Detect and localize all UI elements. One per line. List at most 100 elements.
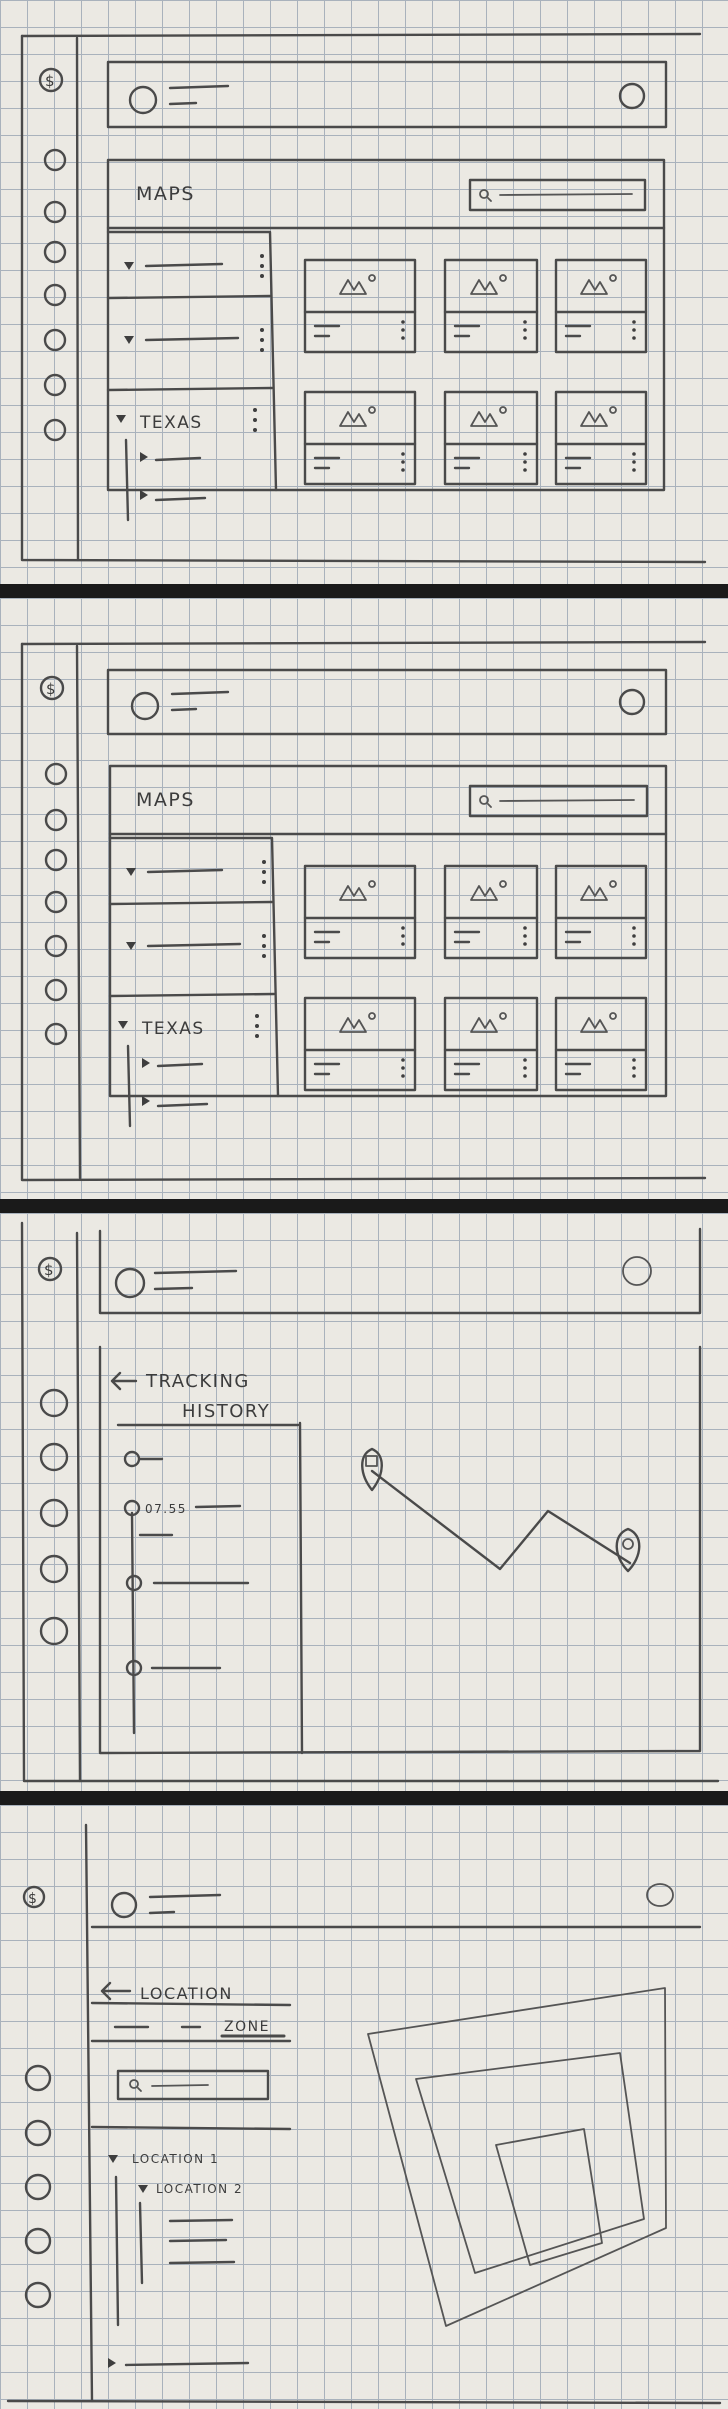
title-line-1: TRACKING — [145, 1371, 250, 1392]
map-pin-icon[interactable] — [361, 1447, 383, 1492]
nav-icon-7[interactable] — [43, 418, 67, 442]
search-input[interactable] — [468, 178, 647, 212]
search-divider — [90, 2125, 292, 2131]
folder-item[interactable] — [124, 254, 264, 278]
map-tile[interactable] — [554, 864, 648, 960]
logo-icon[interactable]: $ — [39, 675, 65, 701]
folder-item-texas[interactable]: TEXAS — [116, 408, 257, 522]
timeline-entry-selected[interactable]: 07.55 — [123, 1499, 242, 1537]
nav-icon-6[interactable] — [43, 373, 67, 397]
folder-item[interactable] — [126, 934, 266, 958]
nav-icon-4[interactable] — [24, 2227, 52, 2255]
back-button[interactable] — [100, 1981, 132, 2001]
magnifier-icon — [479, 795, 489, 805]
vertical-dots-icon[interactable] — [523, 452, 527, 472]
vertical-dots-icon[interactable] — [632, 452, 636, 472]
nav-icon-2[interactable] — [39, 1442, 69, 1472]
tree-item-location-2[interactable]: LOCATION 2 — [138, 2182, 243, 2196]
vertical-dots-icon[interactable] — [632, 926, 636, 946]
settings-circle-icon[interactable] — [618, 82, 646, 110]
nav-icon-5[interactable] — [39, 1616, 69, 1646]
nav-icon-4[interactable] — [43, 283, 67, 307]
tree-item-collapsed[interactable] — [108, 2358, 250, 2368]
nav-icon-3[interactable] — [39, 1498, 69, 1528]
folder-item[interactable] — [126, 860, 266, 884]
sketch-location-zone-drawing: $ LOCATION ZONE LOCATION 1 LOCATION 2 — [6, 1823, 722, 2405]
search-input[interactable] — [116, 2069, 270, 2101]
map-tile[interactable] — [554, 390, 648, 486]
map-tile[interactable] — [303, 258, 417, 354]
nav-icon-1[interactable] — [43, 148, 67, 172]
map-pin-icon[interactable] — [615, 1527, 641, 1573]
triangle-caret-icon — [108, 2358, 116, 2368]
vertical-dots-icon[interactable] — [401, 452, 405, 472]
nav-icon-2[interactable] — [24, 2119, 52, 2147]
frame-top — [20, 640, 707, 646]
folder-item[interactable] — [124, 328, 264, 352]
map-tile[interactable] — [554, 996, 648, 1092]
logo-icon[interactable]: $ — [37, 1256, 63, 1282]
zone-polygon-outer — [367, 1987, 667, 2327]
user-avatar-icon[interactable] — [114, 1267, 146, 1299]
timeline-entry[interactable] — [125, 1574, 250, 1592]
nav-icon-3[interactable] — [24, 2173, 52, 2201]
vertical-dots-icon[interactable] — [523, 926, 527, 946]
map-tile[interactable] — [303, 996, 417, 1092]
logo-icon[interactable]: $ — [22, 1885, 46, 1909]
nav-icon-5[interactable] — [44, 934, 68, 958]
user-avatar-icon[interactable] — [130, 691, 160, 721]
timeline-entry[interactable] — [125, 1659, 222, 1677]
nav-icon-4[interactable] — [39, 1554, 69, 1584]
nav-icon-2[interactable] — [44, 808, 68, 832]
nav-icon-2[interactable] — [43, 200, 67, 224]
map-tile[interactable] — [303, 390, 417, 486]
map-tile[interactable] — [443, 258, 539, 354]
location-title: LOCATION — [140, 1984, 233, 2003]
triangle-caret-icon — [138, 2185, 148, 2193]
settings-circle-icon[interactable] — [622, 1256, 652, 1286]
user-avatar-icon[interactable] — [110, 1891, 138, 1919]
nav-icon-4[interactable] — [44, 890, 68, 914]
tree-leaf-items[interactable] — [168, 2218, 236, 2265]
map-tile[interactable] — [443, 996, 539, 1092]
vertical-dots-icon[interactable] — [632, 1058, 636, 1078]
nav-icon-7[interactable] — [44, 1022, 68, 1046]
vertical-dots-icon[interactable] — [632, 320, 636, 340]
nav-icon-5[interactable] — [24, 2281, 52, 2309]
header-title-scribble — [168, 84, 230, 106]
user-avatar-icon[interactable] — [128, 85, 158, 115]
vertical-dots-icon[interactable] — [401, 1058, 405, 1078]
header-bar — [106, 60, 668, 129]
nav-icon-6[interactable] — [44, 978, 68, 1002]
search-input[interactable] — [468, 784, 649, 818]
header-title-scribble — [148, 1893, 222, 1915]
settings-circle-icon[interactable] — [618, 688, 646, 716]
nav-icon-5[interactable] — [43, 328, 67, 352]
logo-icon[interactable]: $ — [38, 67, 64, 93]
vertical-dots-icon[interactable] — [523, 1058, 527, 1078]
vertical-dots-icon[interactable] — [523, 320, 527, 340]
nav-icon-3[interactable] — [43, 240, 67, 264]
vertical-dots-icon[interactable] — [401, 320, 405, 340]
folder-item-texas[interactable]: TEXAS — [118, 1014, 259, 1128]
tree-item-location-1[interactable]: LOCATION 1 — [108, 2152, 219, 2166]
nav-icon-1[interactable] — [39, 1388, 69, 1418]
separator — [0, 1199, 728, 1213]
section-title: MAPS — [136, 183, 195, 205]
sketch-maps-list-drawing: $ MAPS TEXAS — [20, 32, 707, 564]
nav-icon-1[interactable] — [44, 762, 68, 786]
timeline-entry[interactable] — [123, 1450, 164, 1468]
back-button[interactable] — [110, 1371, 138, 1391]
map-tile[interactable] — [554, 258, 648, 354]
tab-zone[interactable]: ZONE — [180, 2019, 286, 2038]
title-underline — [90, 2001, 292, 2007]
settings-circle-icon[interactable] — [646, 1883, 674, 1907]
map-tile[interactable] — [443, 390, 539, 486]
nav-icon-3[interactable] — [44, 848, 68, 872]
vertical-dots-icon[interactable] — [401, 926, 405, 946]
mountain-image-icon — [339, 274, 376, 295]
timeline-line — [130, 1511, 136, 1735]
map-tile[interactable] — [303, 864, 417, 960]
nav-icon-1[interactable] — [24, 2064, 52, 2092]
map-tile[interactable] — [443, 864, 539, 960]
